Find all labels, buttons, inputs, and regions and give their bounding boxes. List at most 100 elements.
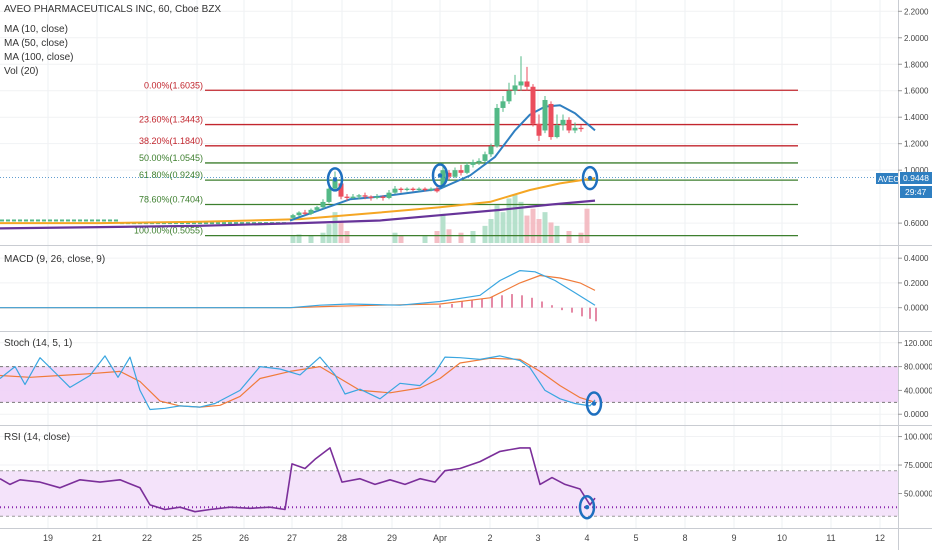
macd-histogram-bar <box>471 300 473 308</box>
candle-body <box>482 154 488 161</box>
volume-bar <box>524 215 530 243</box>
price-tag: AVEO 0.9448 29:47 <box>876 172 932 198</box>
x-tick-label: 8 <box>682 533 687 543</box>
y-tick-label: 1.2000 <box>904 140 929 149</box>
highlight-ring <box>585 391 603 416</box>
candle <box>216 222 220 225</box>
candle-body <box>452 170 458 177</box>
candle-body <box>416 188 422 191</box>
candle-body <box>518 81 524 86</box>
candle <box>60 219 64 222</box>
volume-bar <box>518 201 524 243</box>
candle <box>228 222 232 225</box>
legend-ma50: MA (50, close) <box>4 38 68 49</box>
candle-body <box>428 188 434 191</box>
candle-body <box>578 127 584 130</box>
macd-histogram-bar <box>571 307 573 313</box>
volume-bar <box>398 235 404 243</box>
rsi-pane[interactable] <box>0 447 898 520</box>
x-tick-label: 4 <box>584 533 589 543</box>
macd-histogram-bar <box>595 307 597 322</box>
y-tick-label: 50.0000 <box>904 490 932 499</box>
candle-body <box>410 188 416 191</box>
stoch-title: Stoch (14, 5, 1) <box>4 338 72 349</box>
volume-bar <box>392 232 398 243</box>
volume-bar <box>320 232 326 243</box>
candle <box>192 222 196 225</box>
x-tick-label: 25 <box>192 533 202 543</box>
candle-body <box>302 212 308 214</box>
highlight-ring <box>431 163 449 188</box>
candle <box>30 219 34 222</box>
candle <box>198 222 202 225</box>
candle-body <box>476 160 482 163</box>
candle-body <box>566 119 572 131</box>
volume-bar <box>488 219 494 243</box>
candle-body <box>320 201 326 208</box>
price-pane[interactable]: 0.00%(1.6035) 23.60%(1.3443) 38.20%(1.1840… <box>0 56 898 243</box>
candle-body <box>296 212 302 216</box>
legend-ma10: MA (10, close) <box>4 24 68 35</box>
macd-title: MACD (9, 26, close, 9) <box>4 254 105 265</box>
macd-histogram-bar <box>481 299 483 308</box>
candle <box>102 219 106 222</box>
candle <box>174 222 178 225</box>
macd-signal-line <box>0 274 596 309</box>
volume-bar <box>506 198 512 243</box>
macd-histogram-bar <box>451 303 453 308</box>
fib-level-label: 23.60%(1.3443) <box>139 115 203 125</box>
candle <box>96 219 100 222</box>
fib-level-label: 50.00%(1.0545) <box>139 153 203 163</box>
volume-bar <box>440 213 446 243</box>
volume-bar <box>584 208 590 243</box>
macd-pane[interactable] <box>0 270 597 322</box>
volume-bar <box>530 208 536 243</box>
candle <box>0 219 4 222</box>
macd-histogram-bar <box>561 307 563 311</box>
macd-histogram-bar <box>589 307 591 319</box>
candle <box>240 222 244 225</box>
macd-histogram-bar <box>511 294 513 308</box>
y-tick-label: 1.6000 <box>904 87 929 96</box>
highlight-ring <box>326 167 344 192</box>
stoch-pane[interactable] <box>0 355 898 416</box>
y-tick-label: 120.0000 <box>904 339 932 348</box>
x-tick-label: 29 <box>387 533 397 543</box>
candle-body <box>554 125 560 138</box>
volume-bar <box>326 224 332 243</box>
candle-body <box>464 164 470 173</box>
candle <box>210 222 214 225</box>
volume-bar <box>512 195 518 243</box>
candle-body <box>392 188 398 193</box>
candle-body <box>422 188 428 191</box>
highlight-dot <box>437 173 443 178</box>
x-tick-label: 3 <box>535 533 540 543</box>
volume-bar <box>290 236 296 243</box>
candle <box>180 222 184 225</box>
chart-title: AVEO PHARMACEUTICALS INC, 60, Cboe BZX <box>4 4 221 15</box>
candle-body <box>524 81 530 87</box>
candle-body <box>326 188 332 202</box>
y-tick-label: 0.4000 <box>904 254 929 263</box>
candle-body <box>308 209 314 214</box>
y-tick-label: 2.2000 <box>904 7 929 16</box>
candle-body <box>338 183 344 197</box>
candle <box>42 219 46 222</box>
candle-body <box>458 170 464 173</box>
x-tick-label: 26 <box>239 533 249 543</box>
candle-body <box>344 196 350 198</box>
y-tick-label: 1.4000 <box>904 113 929 122</box>
x-tick-label: 11 <box>826 533 835 543</box>
y-tick-label: 75.0000 <box>904 461 932 470</box>
candle-body <box>398 188 404 191</box>
price-tag-countdown: 29:47 <box>905 187 927 197</box>
candle-body <box>530 86 536 124</box>
candle-body <box>446 172 452 177</box>
candle-body <box>548 103 554 138</box>
candle <box>222 222 226 225</box>
volume-bar <box>296 234 302 243</box>
candle <box>66 219 70 222</box>
x-tick-label: 28 <box>337 533 347 543</box>
rsi-band <box>0 470 898 517</box>
